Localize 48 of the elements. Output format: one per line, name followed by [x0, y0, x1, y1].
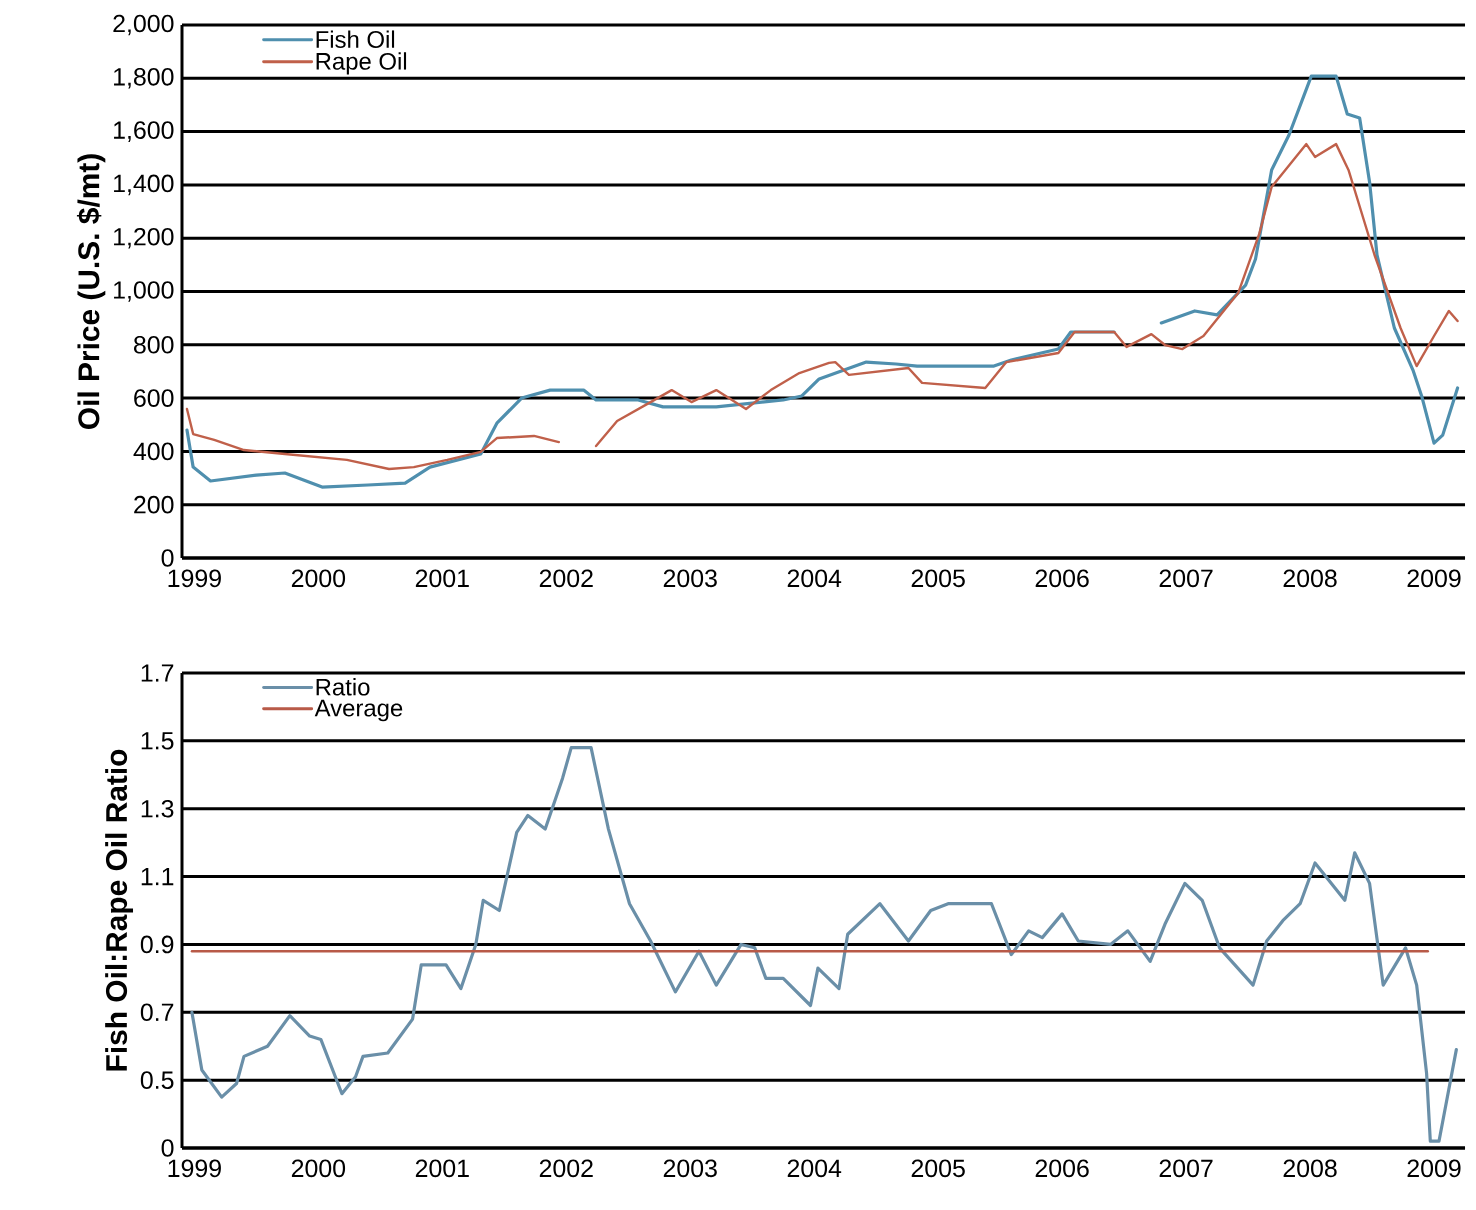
y-tick-label: 200: [134, 495, 174, 514]
legend-label: Ratio: [316, 678, 370, 696]
y-tick-label: 400: [133, 442, 174, 461]
y-tick-label: 0.7: [140, 1003, 174, 1022]
line-series: [190, 746, 1458, 1143]
x-tick-label: 2004: [787, 1159, 842, 1178]
x-tick-label: 1999: [168, 1159, 221, 1178]
y-axis-title: Fish Oil:Rape Oil Ratio: [105, 749, 134, 1071]
x-tick-label: 2005: [911, 1159, 965, 1178]
legend-label: Fish Oil: [316, 30, 395, 48]
x-tick-label: 2002: [539, 569, 593, 588]
y-tick-label: 0.9: [140, 935, 174, 954]
y-tick-label: 600: [134, 389, 174, 407]
x-tick-label: 2003: [663, 569, 717, 588]
x-tick-label: 2006: [1035, 569, 1089, 588]
x-tick-label: 2001: [415, 1159, 469, 1178]
x-tick-label: 2006: [1035, 1159, 1089, 1178]
legend-label: Average: [314, 699, 403, 722]
y-tick-label: 1.5: [141, 732, 174, 750]
x-tick-label: 2003: [663, 1159, 717, 1178]
x-tick-label: 2001: [415, 569, 469, 588]
x-tick-label: 2008: [1283, 1159, 1337, 1178]
y-tick-label: 0.5: [140, 1071, 174, 1089]
y-tick-label: 0: [161, 549, 174, 567]
y-tick-label: 1.3: [141, 799, 174, 818]
y-tick-label: 1,400: [114, 174, 174, 196]
x-tick-label: 2005: [911, 569, 965, 588]
y-tick-label: 800: [134, 335, 174, 354]
y-tick-label: 1,000: [114, 281, 174, 302]
x-tick-label: 1999: [168, 569, 221, 588]
y-tick-label: 2,000: [113, 14, 174, 36]
y-axis-title: Oil Price (U.S. $/mt): [76, 154, 106, 429]
x-tick-label: 2009: [1407, 1159, 1461, 1178]
y-tick-label: 0: [161, 1139, 174, 1157]
x-tick-label: 2007: [1159, 1159, 1213, 1178]
legend-label: Rape Oil: [316, 52, 407, 75]
x-tick-label: 2002: [539, 1159, 593, 1178]
y-tick-label: 1,800: [114, 68, 174, 89]
x-tick-label: 2000: [291, 569, 346, 588]
x-tick-label: 2008: [1283, 569, 1337, 588]
y-tick-label: 1.1: [141, 868, 174, 886]
x-tick-label: 2007: [1159, 569, 1213, 588]
x-tick-label: 2009: [1407, 569, 1461, 588]
y-tick-label: 1.7: [141, 664, 174, 682]
x-tick-label: 2000: [291, 1159, 346, 1178]
x-tick-label: 2004: [787, 569, 842, 588]
y-tick-label: 1,600: [114, 121, 174, 142]
y-tick-label: 1,200: [114, 227, 174, 249]
